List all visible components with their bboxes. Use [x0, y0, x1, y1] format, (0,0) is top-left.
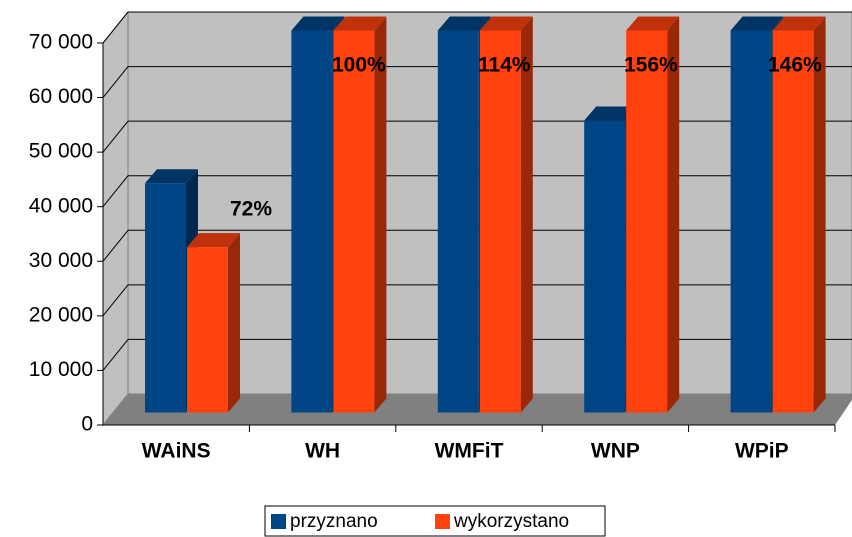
x-tick-label: WAiNS	[142, 440, 211, 463]
y-tick-label: 60 000	[29, 85, 93, 108]
bar-front	[291, 30, 333, 413]
bar-top	[584, 106, 638, 121]
bar-top	[626, 16, 680, 31]
bar-front	[479, 30, 521, 413]
legend-swatch	[271, 514, 286, 529]
bar-side	[667, 16, 680, 413]
left-wall	[102, 10, 129, 427]
x-tick-label: WMFiT	[435, 440, 504, 463]
legend-label: wykorzystano	[453, 511, 569, 532]
grid-line	[102, 66, 129, 98]
bar-front	[772, 30, 814, 413]
bar-top	[291, 16, 345, 31]
annotation: 72%	[230, 198, 272, 221]
bar-top	[772, 16, 826, 31]
grid-line	[102, 339, 129, 371]
bar-front	[437, 30, 479, 413]
y-tick-label: 40 000	[29, 194, 93, 217]
annotation: 114%	[478, 54, 531, 77]
y-tick-label: 30 000	[29, 249, 93, 272]
y-tick-label: 50 000	[29, 140, 93, 163]
grid-line	[102, 229, 129, 262]
bar-top	[730, 16, 784, 31]
annotation: 146%	[768, 54, 822, 77]
bar-top	[145, 169, 198, 184]
bar	[479, 16, 533, 413]
bar	[187, 233, 240, 413]
annotation: 156%	[624, 54, 678, 77]
y-tick-label: 70 000	[29, 31, 93, 54]
bar	[333, 16, 387, 413]
legend-label: przyznano	[290, 511, 378, 532]
x-tick-label: WPiP	[735, 440, 789, 463]
x-tick-label: WNP	[591, 440, 640, 463]
bar	[626, 16, 680, 413]
bar-side	[374, 16, 387, 413]
bar-front	[145, 183, 186, 413]
bar-front	[730, 30, 772, 413]
legend-swatch	[435, 514, 450, 529]
bar-front	[584, 120, 626, 413]
bar-top	[333, 16, 387, 31]
annotation: 100%	[332, 54, 386, 77]
bar-front	[626, 30, 668, 413]
grid-line	[102, 175, 129, 208]
x-tick-label: WH	[305, 440, 340, 463]
bar-front	[333, 30, 375, 413]
grid-line	[102, 120, 129, 153]
bar-top	[479, 16, 533, 31]
y-tick-label: 20 000	[29, 303, 93, 326]
grid-line	[102, 284, 129, 317]
bar-side	[813, 16, 826, 413]
y-tick-label: 0	[81, 413, 93, 436]
bar-top	[187, 233, 240, 248]
bar-side	[228, 233, 240, 413]
grid-line	[102, 11, 129, 44]
y-tick-label: 10 000	[29, 358, 93, 381]
bar-top	[437, 16, 491, 31]
bar-side	[520, 16, 533, 413]
bar	[772, 16, 826, 413]
bar-front	[187, 247, 228, 413]
